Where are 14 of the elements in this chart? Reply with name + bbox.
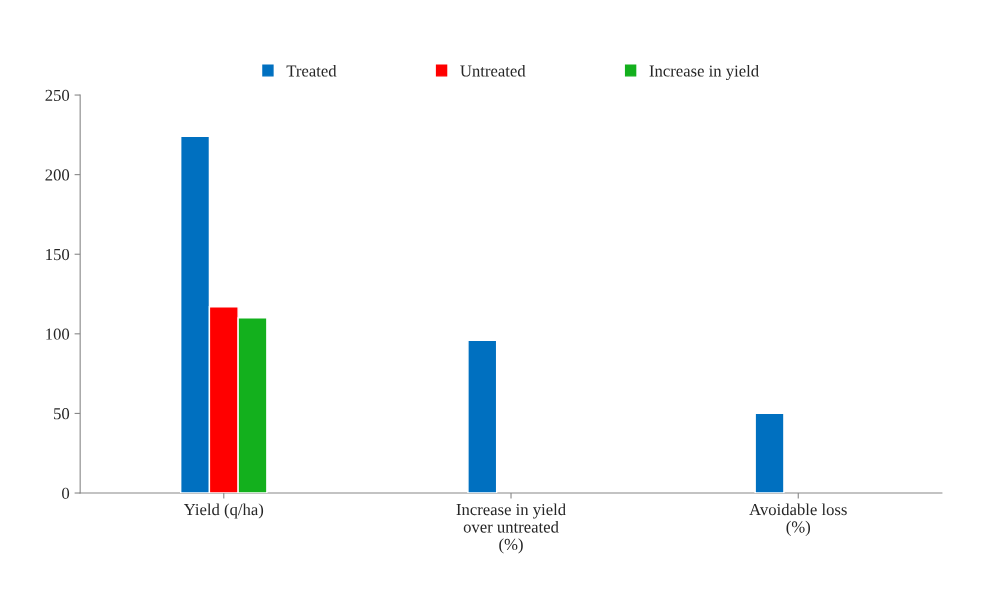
y-tick-label: 50 <box>54 408 70 420</box>
y-tick-label: 150 <box>46 248 70 261</box>
x-tick-label: Yield (q/ha) <box>183 503 264 519</box>
legend-label: Treated <box>286 64 337 77</box>
x-tick-label: Increase in yield over untreated (%) <box>456 503 566 554</box>
y-tick-label: 250 <box>45 89 70 101</box>
y-tick-label: 0 <box>62 487 70 499</box>
legend-label: Untreated <box>460 64 526 77</box>
bar <box>754 412 785 494</box>
x-tick-label: Avoidable loss (%) <box>749 503 847 536</box>
y-tick-label: 100 <box>46 328 70 340</box>
bar <box>467 339 498 494</box>
y-tick-label: 200 <box>45 169 70 181</box>
legend-label: Increase in yield <box>649 64 759 81</box>
